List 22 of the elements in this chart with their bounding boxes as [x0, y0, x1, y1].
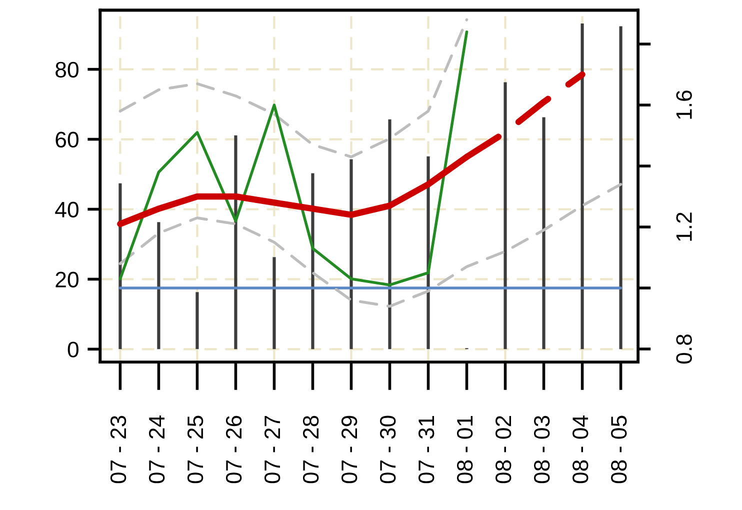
y2-tick-label: 1.2	[676, 212, 692, 241]
x-tick-label: 07 - 25	[187, 416, 204, 484]
x-tick-label: 07 - 26	[226, 416, 242, 484]
x-tick-label: 07 - 24	[148, 416, 165, 484]
y2-tick-label: 1.6	[676, 90, 692, 119]
y-tick-label: 0	[68, 342, 78, 358]
x-tick-label: 08 - 04	[572, 416, 588, 484]
x-tick-label: 08 - 03	[534, 416, 550, 484]
y2-tick-label: 0.8	[676, 334, 692, 364]
x-tick-label: 07 - 30	[380, 416, 396, 484]
x-tick-label: 07 - 31	[418, 416, 434, 484]
x-tick-label: 08 - 05	[611, 416, 627, 484]
y-tick-label: 60	[56, 132, 78, 148]
y-tick-label: 80	[56, 62, 78, 78]
y-tick-label: 20	[56, 272, 78, 288]
x-tick-label: 07 - 28	[302, 416, 319, 484]
x-tick-label: 08 - 01	[456, 416, 473, 484]
x-tick-label: 07 - 29	[341, 416, 358, 484]
y-tick-label: 40	[55, 202, 78, 218]
x-tick-label: 07 - 27	[264, 416, 280, 484]
x-tick-label: 08 - 02	[496, 416, 512, 484]
x-tick-label: 07 - 23	[110, 416, 126, 484]
